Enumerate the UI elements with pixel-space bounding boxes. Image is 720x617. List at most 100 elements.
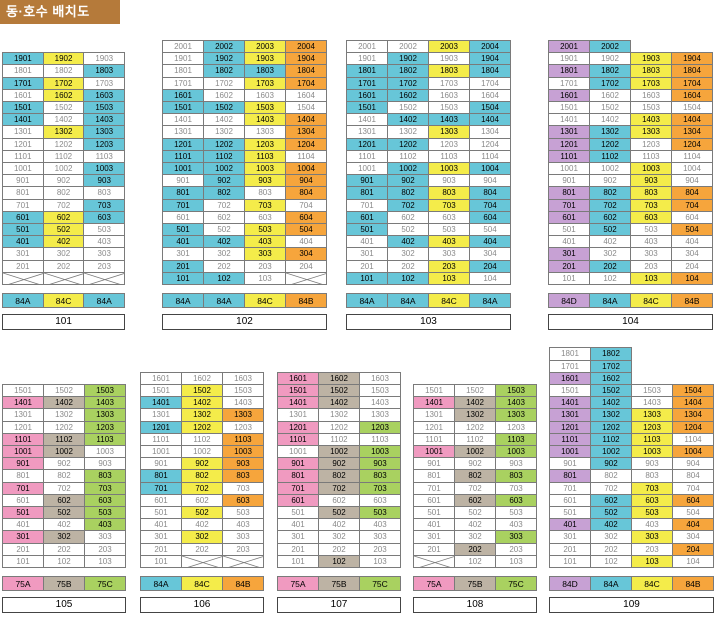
unit-101-801: 801 (2, 186, 44, 200)
unit-105-1201: 1201 (2, 420, 44, 434)
unit-type-label: 84C (631, 576, 673, 591)
unit-102-704: 704 (285, 198, 327, 212)
unit-103-801: 801 (346, 186, 388, 200)
unit-108-1302: 1302 (454, 408, 496, 422)
unit-103-1203: 1203 (428, 137, 470, 151)
empty-unit-cell (42, 271, 85, 285)
unit-104-303: 303 (630, 247, 672, 261)
unit-106-1302: 1302 (181, 408, 223, 422)
unit-109-304: 304 (672, 530, 714, 544)
unit-109-704: 704 (672, 481, 714, 495)
unit-104-1103: 1103 (630, 149, 672, 163)
unit-108-902: 902 (454, 457, 496, 471)
unit-106-101: 101 (140, 554, 182, 568)
unit-109-602: 602 (590, 493, 632, 507)
unit-108-1303: 1303 (495, 408, 537, 422)
unit-109-904: 904 (672, 457, 714, 471)
unit-102-201: 201 (162, 259, 204, 273)
unit-109-1301: 1301 (549, 408, 591, 422)
unit-106-701: 701 (140, 481, 182, 495)
unit-109-203: 203 (631, 542, 673, 556)
unit-103-2004: 2004 (469, 40, 511, 54)
unit-103-1604: 1604 (469, 88, 511, 102)
unit-106-1202: 1202 (181, 420, 223, 434)
unit-104-702: 702 (589, 198, 631, 212)
unit-103-1304: 1304 (469, 125, 511, 139)
unit-107-901: 901 (277, 457, 319, 471)
unit-107-1101: 1101 (277, 432, 319, 446)
unit-107-902: 902 (318, 457, 360, 471)
unit-104-901: 901 (548, 174, 590, 188)
unit-101-1101: 1101 (2, 149, 44, 163)
unit-103-803: 803 (428, 186, 470, 200)
unit-103-402: 402 (387, 235, 429, 249)
unit-102-1904: 1904 (285, 52, 327, 66)
unit-102-203: 203 (244, 259, 286, 273)
unit-104-301: 301 (548, 247, 590, 261)
unit-102-1903: 1903 (244, 52, 286, 66)
unit-type-label: 75C (359, 576, 401, 591)
unit-103-203: 203 (428, 259, 470, 273)
unit-103-104: 104 (469, 271, 511, 285)
unit-107-403: 403 (359, 518, 401, 532)
unit-103-901: 901 (346, 174, 388, 188)
unit-102-1301: 1301 (162, 125, 204, 139)
building-number-label: 106 (140, 597, 264, 613)
unit-105-103: 103 (84, 554, 126, 568)
unit-106-403: 403 (222, 518, 264, 532)
unit-type-label: 84A (2, 293, 44, 308)
unit-102-603: 603 (244, 210, 286, 224)
unit-104-201: 201 (548, 259, 590, 273)
unit-104-1904: 1904 (671, 52, 713, 66)
unit-103-404: 404 (469, 235, 511, 249)
unit-103-1701: 1701 (346, 76, 388, 90)
unit-109-1302: 1302 (590, 408, 632, 422)
unit-103-1801: 1801 (346, 64, 388, 78)
unit-type-label: 84D (549, 576, 591, 591)
unit-109-1602: 1602 (590, 371, 632, 385)
unit-109-803: 803 (631, 469, 673, 483)
unit-101-301: 301 (2, 247, 44, 261)
unit-103-1401: 1401 (346, 113, 388, 127)
unit-107-702: 702 (318, 481, 360, 495)
unit-101-1802: 1802 (42, 64, 85, 78)
unit-107-903: 903 (359, 457, 401, 471)
unit-108-203: 203 (495, 542, 537, 556)
unit-type-label: 75A (2, 576, 44, 591)
unit-101-401: 401 (2, 235, 44, 249)
unit-106-903: 903 (222, 457, 264, 471)
unit-107-1401: 1401 (277, 396, 319, 410)
unit-108-402: 402 (454, 518, 496, 532)
unit-108-1203: 1203 (495, 420, 537, 434)
unit-109-1202: 1202 (590, 420, 632, 434)
unit-107-1403: 1403 (359, 396, 401, 410)
unit-101-702: 702 (42, 198, 85, 212)
unit-102-1401: 1401 (162, 113, 204, 127)
unit-type-label: 84B (285, 293, 327, 308)
unit-103-1703: 1703 (428, 76, 470, 90)
unit-type-label: 84C (428, 293, 470, 308)
empty-unit-cell (222, 554, 264, 568)
unit-107-402: 402 (318, 518, 360, 532)
unit-105-1202: 1202 (43, 420, 85, 434)
unit-101-1202: 1202 (42, 137, 85, 151)
unit-104-1203: 1203 (630, 137, 672, 151)
unit-type-label: 84A (203, 293, 245, 308)
unit-104-804: 804 (671, 186, 713, 200)
unit-104-1101: 1101 (548, 149, 590, 163)
unit-101-802: 802 (42, 186, 85, 200)
unit-104-203: 203 (630, 259, 672, 273)
unit-103-301: 301 (346, 247, 388, 261)
unit-103-1704: 1704 (469, 76, 511, 90)
unit-107-1203: 1203 (359, 420, 401, 434)
unit-109-804: 804 (672, 469, 714, 483)
unit-109-101: 101 (549, 554, 591, 568)
unit-108-1301: 1301 (413, 408, 455, 422)
unit-102-301: 301 (162, 247, 204, 261)
unit-107-302: 302 (318, 530, 360, 544)
unit-103-904: 904 (469, 174, 511, 188)
unit-104-603: 603 (630, 210, 672, 224)
unit-107-1402: 1402 (318, 396, 360, 410)
unit-108-901: 901 (413, 457, 455, 471)
unit-103-1702: 1702 (387, 76, 429, 90)
